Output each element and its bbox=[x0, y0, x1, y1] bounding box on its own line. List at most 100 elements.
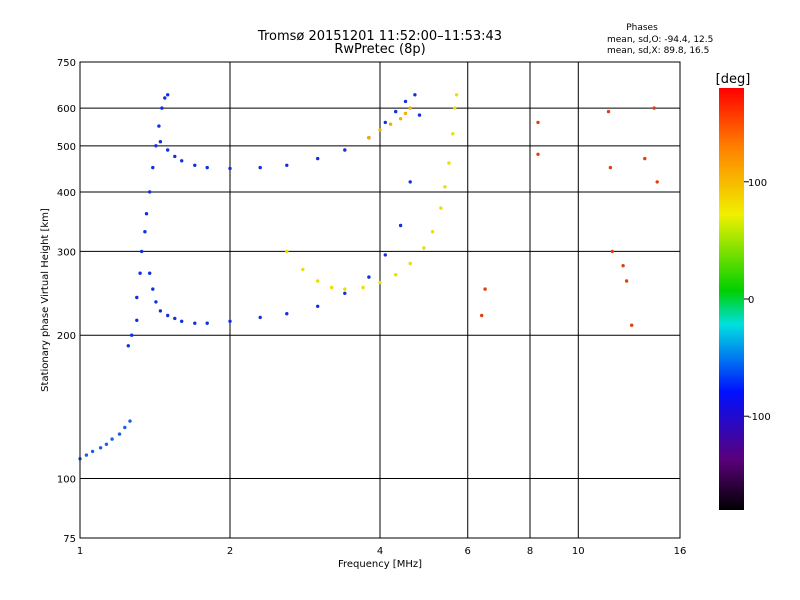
series bbox=[367, 106, 412, 140]
data-point bbox=[454, 93, 459, 97]
data-point bbox=[643, 156, 647, 161]
data-point bbox=[343, 287, 347, 291]
data-point bbox=[166, 148, 170, 152]
data-point bbox=[606, 109, 611, 114]
colorbar-label: [deg] bbox=[716, 72, 751, 87]
data-point bbox=[158, 309, 163, 313]
stats-heading: Phases bbox=[626, 23, 658, 33]
data-point bbox=[610, 249, 614, 254]
data-point bbox=[403, 99, 408, 104]
data-point bbox=[148, 190, 152, 194]
data-point bbox=[110, 437, 114, 441]
plot-frame bbox=[79, 61, 681, 539]
y-tick-label: 100 bbox=[57, 475, 76, 486]
data-point bbox=[536, 152, 540, 156]
data-point bbox=[90, 449, 95, 454]
data-point bbox=[258, 315, 262, 320]
data-point bbox=[417, 113, 422, 117]
y-tick-label: 300 bbox=[57, 247, 76, 258]
data-point bbox=[154, 300, 158, 304]
data-point bbox=[205, 165, 209, 170]
data-point bbox=[228, 319, 232, 323]
data-point bbox=[378, 128, 382, 132]
data-point bbox=[447, 161, 451, 165]
data-point bbox=[180, 159, 184, 163]
data-point bbox=[104, 442, 109, 446]
data-point bbox=[343, 291, 347, 295]
data-point bbox=[84, 453, 89, 457]
x-tick-label: 4 bbox=[377, 546, 383, 557]
data-point bbox=[453, 106, 457, 110]
data-point bbox=[536, 120, 540, 125]
y-tick-label: 600 bbox=[57, 104, 76, 115]
grid-lines bbox=[80, 62, 680, 538]
series bbox=[126, 93, 170, 348]
x-axis-label: Frequency [MHz] bbox=[338, 559, 422, 570]
data-point bbox=[367, 136, 371, 140]
data-point bbox=[408, 106, 412, 110]
stats-line-x: mean, sd,X: 89.8, 16.5 bbox=[607, 46, 709, 56]
colorbar bbox=[719, 88, 744, 510]
data-point bbox=[624, 279, 629, 283]
colorbar-tick-label: -100 bbox=[748, 412, 771, 423]
data-point bbox=[398, 223, 403, 228]
data-point bbox=[630, 323, 634, 327]
data-point bbox=[140, 249, 144, 254]
data-point bbox=[439, 206, 443, 210]
data-point bbox=[135, 295, 139, 300]
data-point bbox=[394, 273, 398, 277]
data-point bbox=[394, 109, 398, 114]
data-point bbox=[383, 120, 387, 125]
data-point bbox=[151, 287, 155, 291]
x-tick-label: 8 bbox=[527, 546, 533, 557]
data-point bbox=[285, 163, 289, 167]
data-point bbox=[422, 246, 426, 250]
data-point bbox=[383, 253, 387, 257]
data-point bbox=[316, 279, 320, 283]
data-point bbox=[98, 446, 103, 450]
data-point bbox=[388, 122, 393, 126]
y-tick-label: 750 bbox=[57, 58, 76, 69]
data-point bbox=[285, 312, 289, 316]
x-tick-label: 16 bbox=[674, 546, 687, 557]
stats-line-o: mean, sd,O: -94.4, 12.5 bbox=[607, 35, 713, 45]
data-point bbox=[403, 111, 408, 116]
y-tick-label: 75 bbox=[63, 534, 76, 545]
data-point bbox=[655, 180, 659, 184]
y-tick-label: 400 bbox=[57, 188, 76, 199]
data-point bbox=[148, 271, 152, 275]
data-point bbox=[398, 117, 403, 121]
data-point bbox=[193, 163, 197, 167]
y-tick-label: 500 bbox=[57, 142, 76, 153]
data-point bbox=[205, 321, 209, 325]
x-axis-ticks: 1 2 4 6 8 10 16 bbox=[77, 546, 687, 557]
data-point bbox=[193, 321, 197, 325]
x-tick-label: 1 bbox=[77, 546, 83, 557]
data-point bbox=[117, 432, 122, 436]
data-point bbox=[430, 230, 435, 234]
y-axis-ticks: 75 100 200 300 400 500 600 750 bbox=[57, 58, 76, 545]
chart-title: Tromsø 20151201 11:52:00–11:53:43 bbox=[257, 29, 502, 44]
data-point bbox=[408, 180, 412, 184]
series bbox=[285, 93, 459, 291]
data-point bbox=[443, 185, 447, 189]
x-tick-label: 6 bbox=[465, 546, 471, 557]
data-point bbox=[228, 166, 232, 171]
data-point bbox=[158, 140, 163, 144]
y-tick-label: 200 bbox=[57, 331, 76, 342]
series bbox=[78, 419, 132, 461]
data-point bbox=[367, 275, 371, 279]
data-point bbox=[301, 267, 305, 272]
x-tick-label: 10 bbox=[572, 546, 585, 557]
data-point bbox=[151, 165, 155, 170]
series bbox=[158, 93, 417, 171]
data-point bbox=[361, 285, 365, 290]
colorbar-ticks: 100 0 -100 bbox=[744, 178, 771, 423]
data-point bbox=[163, 96, 167, 100]
data-point bbox=[316, 304, 320, 308]
data-point bbox=[157, 124, 161, 128]
series bbox=[148, 113, 422, 325]
data-points bbox=[78, 93, 659, 461]
data-point bbox=[160, 106, 164, 110]
